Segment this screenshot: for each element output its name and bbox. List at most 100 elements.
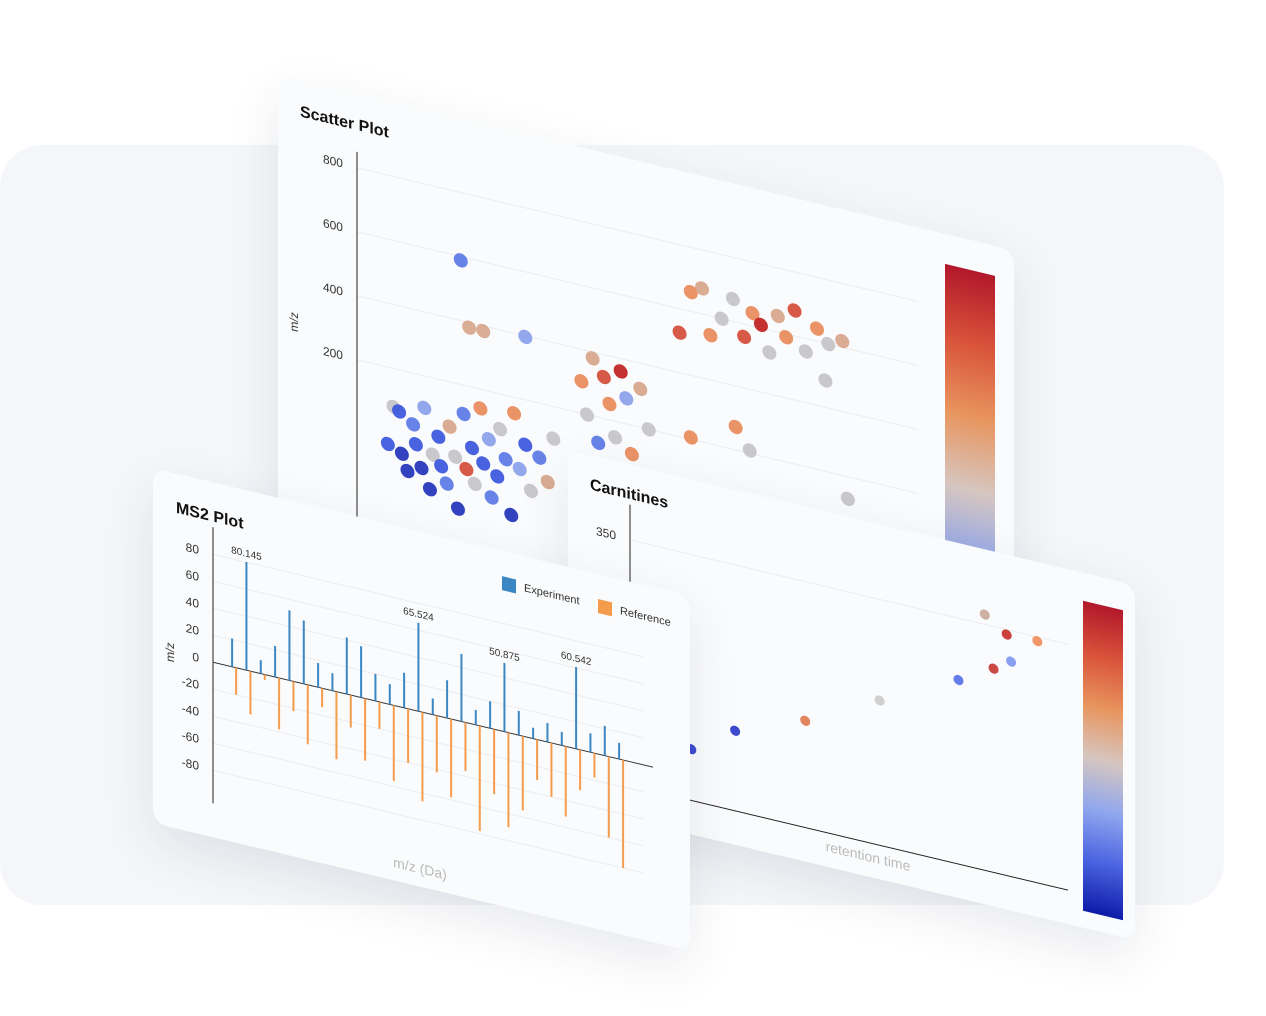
point [633,381,648,397]
legend-swatch [598,599,612,617]
point [476,323,491,339]
bar [507,732,510,828]
bar [374,673,377,702]
point [979,609,990,620]
point [408,437,423,452]
point [498,452,513,467]
bar [560,731,563,746]
grid-line [213,607,643,712]
point [1006,656,1017,667]
bar [618,742,621,760]
point [745,306,760,321]
point [546,431,561,446]
y-tick-label: -40 [182,701,200,719]
bar [478,725,481,832]
chart: MS2 Plot m/z m/z (Da) 80 60 40 20 0 -20 -40 -60 -80… [163,499,670,884]
bar [622,759,625,869]
bar [521,735,524,811]
bar [517,710,520,736]
point [484,490,499,505]
point [730,725,741,736]
point [596,369,611,385]
legend-swatch [502,576,516,594]
point [683,430,698,445]
y-tick-label: 40 [186,594,200,611]
y-tick-label: 20 [186,621,200,638]
point [400,463,415,479]
y-tick-label: 0 [192,650,199,665]
bar [388,683,391,705]
grid-line [213,742,643,847]
point [703,328,718,343]
point [840,491,855,507]
grid-line [213,715,643,820]
y-tick-label: 350 [596,524,616,543]
point [742,443,757,458]
point [414,460,429,476]
x-axis [630,785,1068,891]
bar [403,672,406,709]
point [507,406,522,421]
point [439,476,454,491]
bar [335,691,338,760]
point [810,321,825,336]
bar [589,733,592,753]
y-tick-label: 200 [323,344,343,363]
bar [603,725,606,756]
bar [446,680,449,719]
bar [607,756,610,838]
bar [364,698,367,761]
y-tick-label: 400 [323,280,343,299]
point [504,507,519,523]
bar [292,681,295,712]
point [683,284,698,300]
point [431,429,446,444]
bar [306,684,309,745]
point [1032,636,1043,647]
point [800,715,811,726]
value-label: 80.145 [231,545,262,563]
bar [431,698,434,715]
ms2-panel: MS2 Plot m/z m/z (Da) 80 60 40 20 0 -20 -40 -60 -80… [153,468,690,951]
point [725,291,740,307]
point [737,329,752,345]
bar [360,646,363,698]
point [835,333,850,349]
grid-line [357,167,918,302]
point [714,311,729,326]
bar [259,659,262,674]
chart-title: Scatter Plot [300,103,389,142]
point [672,325,687,340]
point [523,483,538,499]
point [465,440,480,456]
bar [579,749,582,791]
y-tick-label: -60 [182,728,200,746]
grid-line [213,769,643,874]
x-axis-label: m/z (Da) [393,855,447,884]
bar [302,620,305,685]
bar [345,637,348,695]
point [762,345,777,360]
bar [593,752,596,778]
point [753,317,768,333]
grid-line [357,295,918,430]
point [442,419,457,434]
chart-title: MS2 Plot [176,499,244,533]
point [462,320,477,335]
chart-title: Carnitines [590,476,668,512]
point [602,396,617,412]
point [476,456,491,471]
point [728,419,743,435]
bar [575,666,578,750]
point [425,447,440,462]
grid-line [213,634,643,739]
point [988,663,999,674]
value-label: 65.524 [403,606,434,624]
point [493,421,508,437]
bar [435,715,438,773]
point [695,281,710,296]
y-tick-label: 60 [186,567,200,584]
point [874,695,885,706]
point [580,407,595,422]
